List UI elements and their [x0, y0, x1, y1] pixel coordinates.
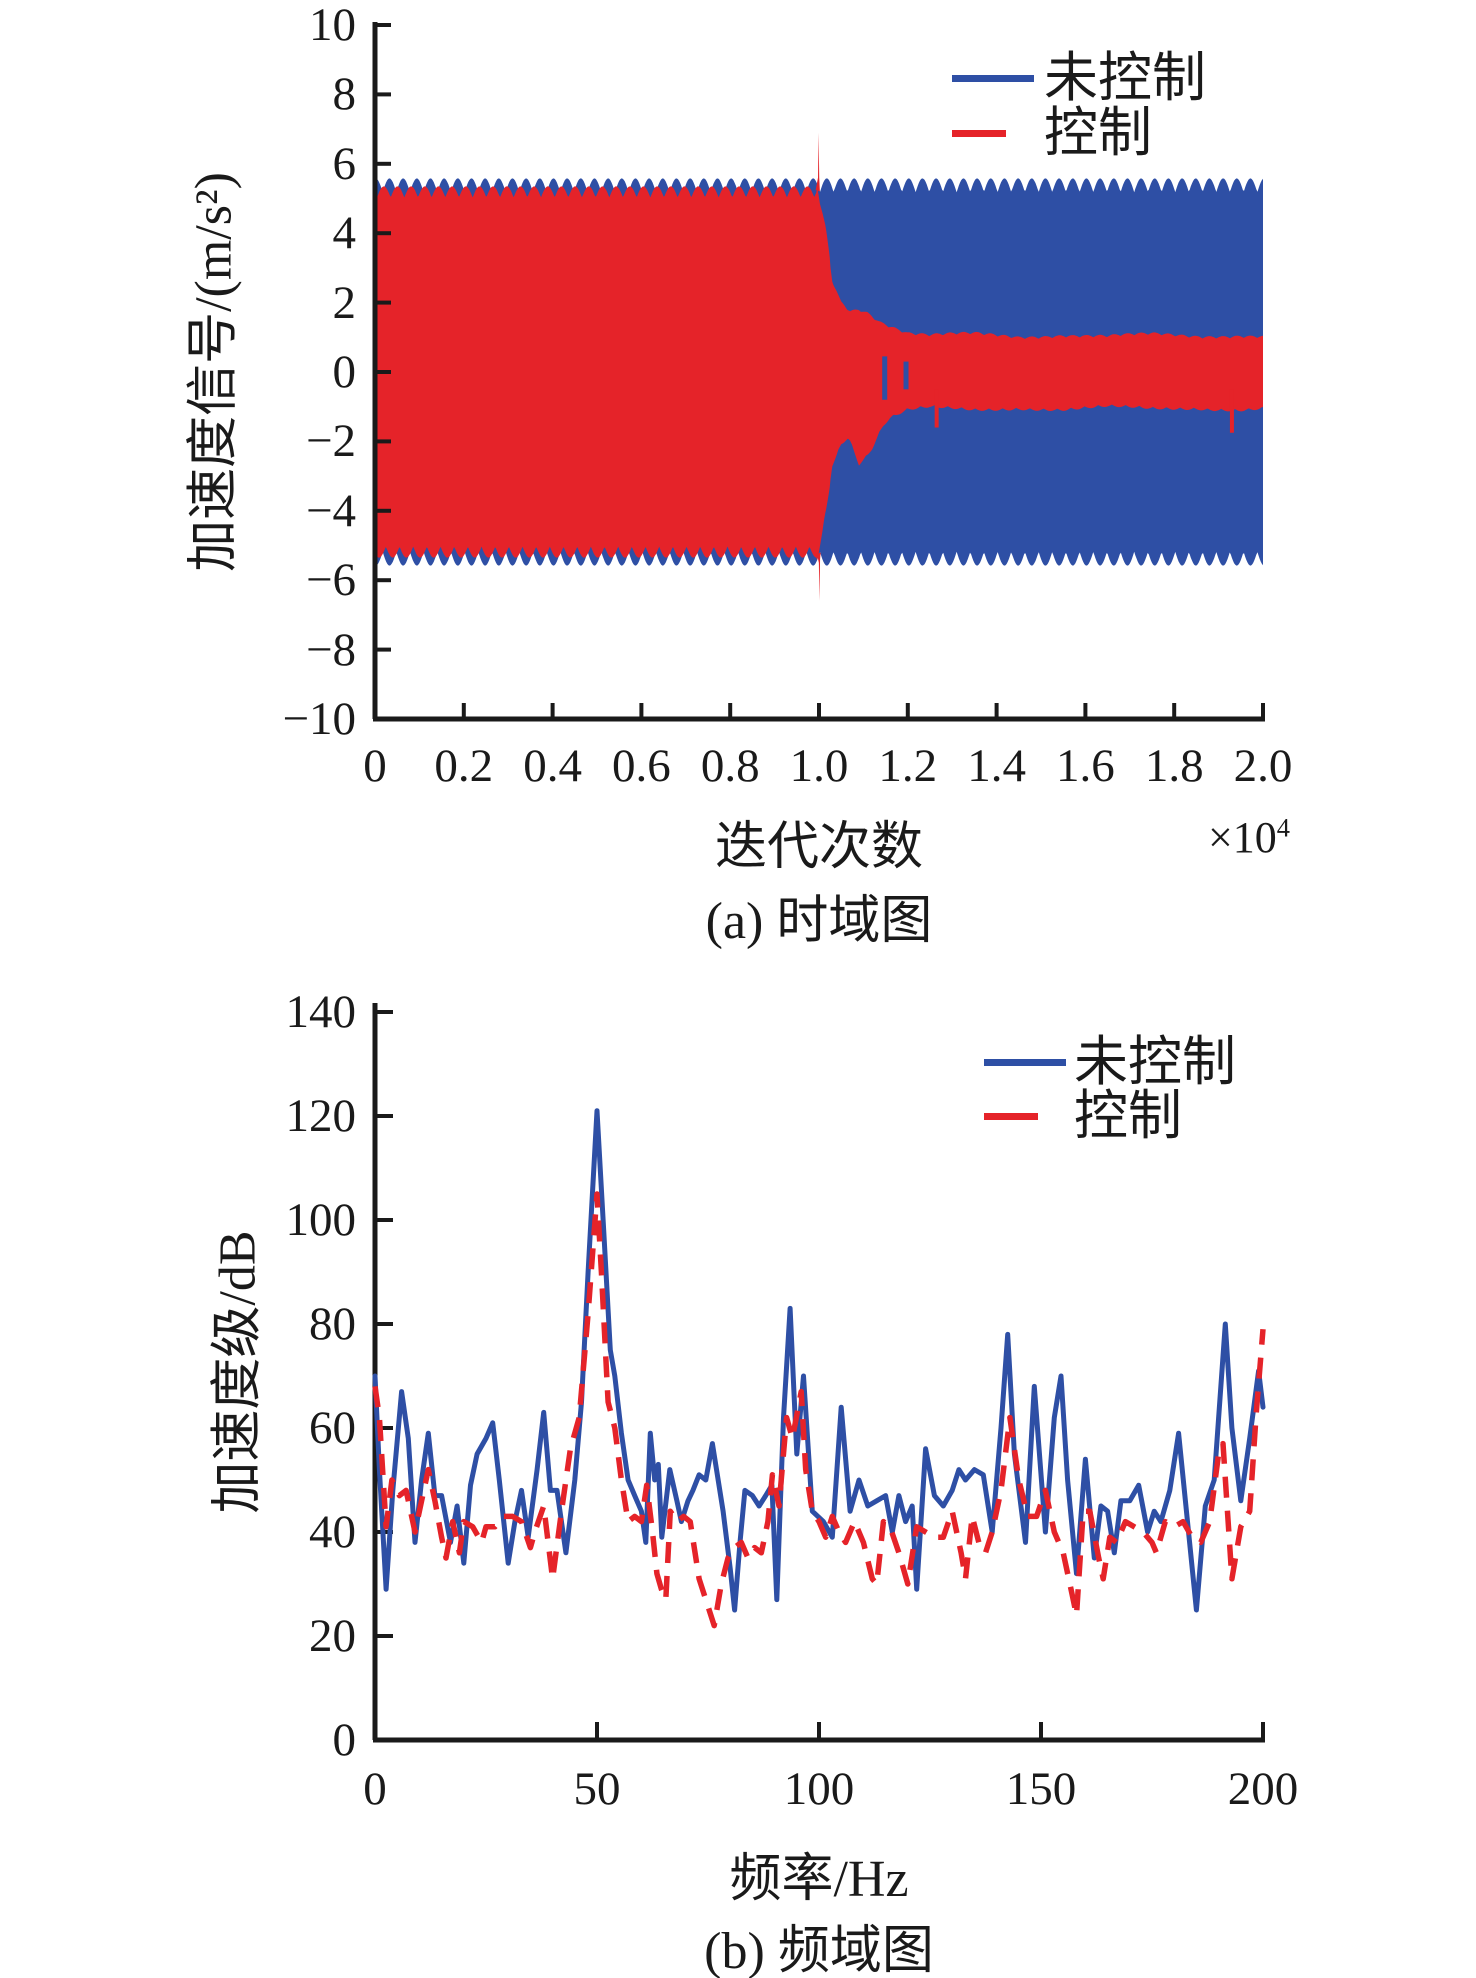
- panel-b-ytick-120: 120: [285, 1090, 357, 1142]
- panel-a-xtick-0.2: 0.2: [434, 740, 494, 792]
- legend-a-controlled-label: 控制: [1044, 103, 1152, 163]
- panel-b-ytick-100: 100: [285, 1194, 357, 1246]
- timeseries-controlled-band: [375, 186, 1263, 561]
- uncontrolled-speckle: [903, 361, 909, 390]
- panel-a-ytick-8: 8: [332, 68, 357, 121]
- legend-b-controlled-label: 控制: [1074, 1086, 1182, 1146]
- legend-b-uncontrolled-label: 未控制: [1074, 1032, 1236, 1092]
- panel-b-xtick-50: 50: [573, 1763, 621, 1815]
- panel-b-ytick-0: 0: [332, 1714, 357, 1766]
- controlled-transient-spike-top: [815, 132, 820, 192]
- panel-a-xtick-1.4: 1.4: [967, 740, 1026, 792]
- panel-a-ytick-2: 2: [332, 276, 357, 329]
- panel-b-ytick-40: 40: [309, 1506, 356, 1558]
- controlled-transient-spike-bottom: [817, 552, 821, 602]
- panel-a-ytick-−10: −10: [282, 693, 356, 745]
- panel-a-ytick-6: 6: [332, 137, 357, 190]
- panel-a-x-axis-label: 迭代次数: [714, 819, 924, 876]
- panel-a-xtick-0: 0: [363, 740, 387, 792]
- legend-a-uncontrolled-label: 未控制: [1044, 48, 1206, 108]
- spectrum-uncontrolled-curve: [372, 1108, 1266, 1613]
- panel-a-ytick-10: 10: [309, 0, 356, 51]
- legend-a-uncontrolled-line: [952, 75, 1034, 82]
- panel-b-ytick-80: 80: [309, 1298, 356, 1350]
- panel-b-xtick-150: 150: [1005, 1763, 1077, 1815]
- panel-a-xtick-0.8: 0.8: [700, 740, 760, 792]
- panel-b-xtick-0: 0: [363, 1763, 387, 1815]
- panel-a-ytick-−6: −6: [305, 554, 356, 607]
- panel-b-x-axis-label: 频率/Hz: [729, 1851, 909, 1908]
- legend-b-uncontrolled-line: [984, 1059, 1066, 1066]
- panel-a-ytick-−8: −8: [305, 623, 356, 676]
- panel-a-ytick-−2: −2: [305, 415, 356, 468]
- panel-b-y-axis-label: 加速度级/dB: [209, 1230, 267, 1514]
- panel-b-caption: (b) 频域图: [704, 1923, 934, 1978]
- panel-a-ytick-−4: −4: [305, 484, 356, 537]
- panel-a-xtick-1.6: 1.6: [1056, 740, 1115, 792]
- legend-a-controlled-line: [952, 130, 1006, 137]
- panel-a-xtick-0.6: 0.6: [612, 740, 671, 792]
- spectrum-controlled-curve: [372, 1191, 1266, 1629]
- panel-a-xtick-1.0: 1.0: [789, 740, 849, 792]
- panel-a-x-axis-multiplier: ×104: [1207, 812, 1290, 862]
- panel-a-xtick-1.8: 1.8: [1144, 740, 1204, 792]
- legend-b-controlled-line: [984, 1113, 1038, 1120]
- panel-b-xtick-100: 100: [783, 1763, 855, 1815]
- panel-a-xtick-1.2: 1.2: [878, 740, 938, 792]
- panel-a-ytick-4: 4: [332, 207, 357, 260]
- panel-b-xtick-200: 200: [1227, 1763, 1299, 1815]
- panel-a-xtick-2.0: 2.0: [1233, 740, 1293, 792]
- panel-b-ytick-60: 60: [309, 1402, 356, 1454]
- panel-b-ytick-140: 140: [285, 986, 357, 1038]
- panel-a-ytick-0: 0: [332, 346, 357, 398]
- panel-b-ytick-20: 20: [309, 1610, 356, 1662]
- panel-a-caption: (a) 时域图: [705, 893, 933, 950]
- panel-a-xtick-0.4: 0.4: [523, 740, 582, 792]
- uncontrolled-speckle: [882, 356, 888, 400]
